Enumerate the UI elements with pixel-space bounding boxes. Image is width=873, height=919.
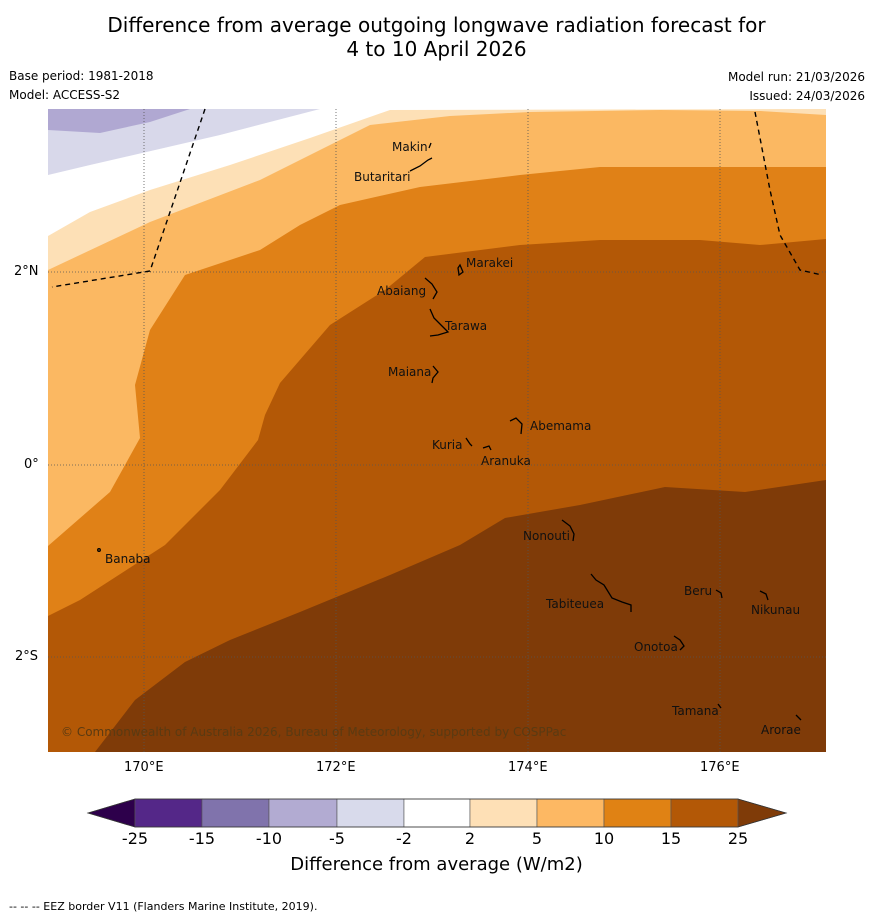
colorbar-label: 2 <box>464 829 476 848</box>
place-label: Makin <box>392 140 428 154</box>
band-orange-5 <box>95 480 826 752</box>
place-label: Maiana <box>388 365 431 379</box>
colorbar-swatch <box>336 798 405 828</box>
lon-tick-label: 176°E <box>700 760 740 775</box>
colorbar-label: -10 <box>255 829 283 848</box>
colorbar-label: 25 <box>727 829 749 848</box>
place-label: Tarawa <box>444 319 487 333</box>
colorbar-label: 10 <box>593 829 615 848</box>
issued-text: Issued: 24/03/2026 <box>749 89 865 103</box>
colorbar-swatch <box>201 798 270 828</box>
colorbar-swatch <box>469 798 538 828</box>
lat-tick-label: 2°N <box>14 264 39 279</box>
place-label: Nikunau <box>751 603 800 617</box>
colorbar-swatch <box>134 798 203 828</box>
island-outlines <box>97 142 802 721</box>
colorbar <box>86 798 788 828</box>
place-label: Butaritari <box>354 170 411 184</box>
place-label: Tabiteuea <box>545 597 604 611</box>
place-label: Kuria <box>432 438 463 452</box>
lon-tick-label: 172°E <box>316 760 356 775</box>
colorbar-label: -2 <box>396 829 412 848</box>
band-purple-mid <box>48 109 190 133</box>
base-period-text: Base period: 1981-2018 <box>9 69 154 83</box>
place-label: Marakei <box>466 256 513 270</box>
place-label: Nonouti <box>523 529 570 543</box>
copyright-credit: © Commonwealth of Australia 2026, Bureau… <box>61 725 566 739</box>
model-run-text: Model run: 21/03/2026 <box>727 70 865 84</box>
colorbar-swatch <box>403 798 471 828</box>
colorbar-label: -5 <box>329 829 345 848</box>
colorbar-label: -15 <box>188 829 216 848</box>
colorbar-swatch <box>536 798 605 828</box>
lat-tick-label: 2°S <box>15 649 39 664</box>
gridlines <box>48 109 826 752</box>
place-label: Abaiang <box>377 284 426 298</box>
colorbar-label: -25 <box>121 829 149 848</box>
chart-title-line2: 4 to 10 April 2026 <box>346 37 527 61</box>
eez-border <box>51 108 823 288</box>
place-label: Banaba <box>105 552 151 566</box>
colorbar-swatch <box>268 798 338 828</box>
place-label: Arorae <box>761 723 801 737</box>
lon-tick-label: 170°E <box>124 760 164 775</box>
place-label: Abemama <box>530 419 591 433</box>
colorbar-swatch-min-arrow <box>86 798 136 828</box>
place-label: Beru <box>684 584 712 598</box>
chart-title-line1: Difference from average outgoing longwav… <box>107 13 766 37</box>
place-label: Onotoa <box>634 640 678 654</box>
eez-legend-footer: -- -- -- EEZ border V11 (Flanders Marine… <box>9 900 318 913</box>
colorbar-title: Difference from average (W/m2) <box>290 854 583 875</box>
model-text: Model: ACCESS-S2 <box>9 88 121 102</box>
lat-tick-label: 0° <box>24 457 39 472</box>
colorbar-swatch <box>670 798 739 828</box>
colorbar-label: 5 <box>531 829 543 848</box>
lon-tick-label: 174°E <box>508 760 548 775</box>
place-labels: Makin Butaritari Marakei Abaiang Tarawa … <box>105 140 801 737</box>
colorbar-swatch-max-arrow <box>737 798 788 828</box>
colorbar-swatch <box>603 798 672 828</box>
place-label: Tamana <box>671 704 719 718</box>
place-label: Aranuka <box>481 454 531 468</box>
colorbar-label: 15 <box>660 829 682 848</box>
